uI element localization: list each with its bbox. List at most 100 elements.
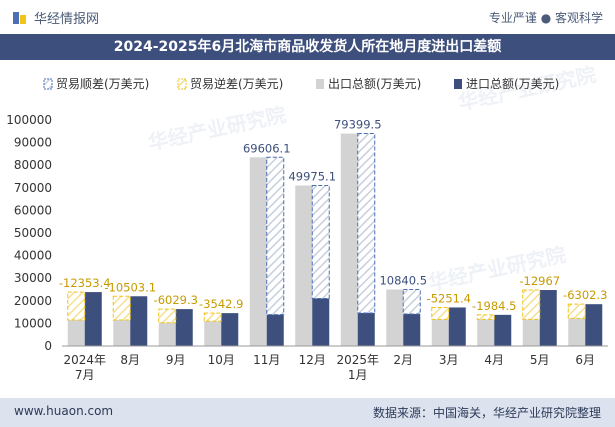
y-tick-label: 40000 xyxy=(14,249,52,263)
export-bar xyxy=(158,322,176,346)
data-label: -10503.1 xyxy=(104,280,156,294)
brand: 华经情报网 xyxy=(12,8,99,27)
y-tick-label: 0 xyxy=(44,339,52,353)
surplus-bar xyxy=(357,133,376,314)
x-tick-label: 4月 xyxy=(484,353,504,367)
x-axis: 2024年 7月 8月 9月 10月 11月 12月 2025年 1月 2月 3月 4月 5月 6月 xyxy=(62,345,608,382)
slogan: 专业严谨 ● 客观科学 xyxy=(489,9,603,26)
legend-label: 贸易逆差(万美元) xyxy=(190,76,283,91)
data-label: -12353.4 xyxy=(59,276,111,290)
data-label: 69606.1 xyxy=(243,141,291,155)
legend-label: 出口总额(万美元) xyxy=(328,77,421,91)
y-tick-label: 90000 xyxy=(14,136,52,150)
deficit-bar xyxy=(476,314,495,320)
surplus-bar xyxy=(311,185,330,299)
legend-swatch xyxy=(43,78,53,90)
legend-label: 进口总额(万美元) xyxy=(466,77,559,91)
deficit-bar xyxy=(431,306,450,320)
legend: 贸易顺差(万美元) 贸易逆差(万美元) 出口总额(万美元) 进口总额(万美元) xyxy=(43,76,559,91)
y-tick-label: 20000 xyxy=(14,294,52,308)
export-bar xyxy=(249,157,267,346)
export-bar xyxy=(522,319,540,346)
y-tick-label: 70000 xyxy=(14,181,52,195)
export-bar xyxy=(295,185,313,346)
chart-title: 2024-2025年6月北海市商品收发货人所在地月度进出口差额 xyxy=(0,34,615,60)
export-bar xyxy=(386,289,404,346)
import-bar xyxy=(130,296,148,346)
deficit-bar xyxy=(67,291,86,321)
footer: www.huaon.com 数据来源：中国海关，华经产业研究院整理 xyxy=(0,398,615,427)
export-bar xyxy=(477,319,495,346)
surplus-bar xyxy=(402,289,421,315)
import-bar xyxy=(312,298,330,346)
y-tick-label: 30000 xyxy=(14,271,52,285)
import-bar xyxy=(84,292,102,346)
data-label: -12967 xyxy=(519,274,560,288)
export-bar xyxy=(340,133,358,346)
deficit-bar xyxy=(203,312,222,322)
data-label: 10840.5 xyxy=(379,274,427,288)
export-bar xyxy=(204,321,222,346)
data-label: -6302.3 xyxy=(563,288,607,302)
x-tick-label: 2025年 1月 xyxy=(336,353,379,382)
import-bar xyxy=(357,313,375,346)
legend-item: 进口总额(万美元) xyxy=(454,77,559,91)
import-bar xyxy=(403,313,421,346)
data-label: 49975.1 xyxy=(288,170,336,184)
footer-source: 数据来源：中国海关，华经产业研究院整理 xyxy=(372,406,601,420)
x-tick-label: 5月 xyxy=(530,353,550,367)
import-bar xyxy=(266,314,284,346)
y-tick-label: 100000 xyxy=(6,113,52,127)
export-bar xyxy=(67,320,85,346)
x-tick-label: 10月 xyxy=(208,353,235,367)
deficit-bar xyxy=(112,295,131,321)
x-tick-label: 3月 xyxy=(439,353,459,367)
deficit-bar xyxy=(522,289,541,320)
legend-swatch xyxy=(316,79,324,89)
import-bar xyxy=(539,290,557,346)
y-tick-label: 50000 xyxy=(14,226,52,240)
import-bar xyxy=(585,304,603,346)
slogan-dot-icon: ● xyxy=(540,11,555,25)
x-tick-label: 12月 xyxy=(299,353,326,367)
huajing-logo-icon xyxy=(13,11,26,24)
import-bar xyxy=(175,309,193,346)
y-axis: 0 10000 20000 30000 40000 50000 60000 70000 8000… xyxy=(6,113,52,353)
x-tick-label: 8月 xyxy=(120,353,140,367)
x-tick-label: 2024年 7月 xyxy=(63,353,106,382)
y-tick-label: 80000 xyxy=(14,158,52,172)
y-tick-label: 60000 xyxy=(14,203,52,217)
data-label: -6029.3 xyxy=(154,293,198,307)
export-bar xyxy=(113,320,131,346)
export-bar xyxy=(431,319,449,346)
data-label: -3542.9 xyxy=(199,297,243,311)
slogan-right: 客观科学 xyxy=(554,11,603,25)
x-tick-label: 2月 xyxy=(393,353,413,367)
legend-item: 贸易顺差(万美元) xyxy=(43,77,149,91)
x-tick-label: 6月 xyxy=(575,353,595,367)
data-label: -1984.5 xyxy=(472,299,516,313)
bars: -12353.4-10503.1-6029.3 -3542.9 69606.1 499… xyxy=(59,118,607,346)
legend-item: 贸易逆差(万美元) xyxy=(177,76,283,91)
data-label: -5251.4 xyxy=(427,291,471,305)
legend-swatch xyxy=(177,78,187,90)
brand-name: 华经情报网 xyxy=(34,12,100,27)
y-tick-label: 10000 xyxy=(14,316,52,330)
deficit-bar xyxy=(158,308,177,324)
top-bar: 华经情报网 专业严谨 ● 客观科学 xyxy=(0,0,615,34)
x-tick-label: 11月 xyxy=(253,353,280,367)
legend-label: 贸易顺差(万美元) xyxy=(56,77,149,91)
slogan-left: 专业严谨 xyxy=(488,11,537,25)
surplus-bar xyxy=(266,156,285,316)
import-bar xyxy=(494,314,512,346)
deficit-bar xyxy=(567,303,586,319)
import-bar xyxy=(221,313,239,346)
footer-url[interactable]: www.huaon.com xyxy=(14,404,114,418)
legend-item: 出口总额(万美元) xyxy=(316,77,421,91)
x-tick-label: 9月 xyxy=(166,353,186,367)
export-bar xyxy=(568,318,586,346)
data-label: 79399.5 xyxy=(334,118,382,132)
import-bar xyxy=(448,307,466,346)
legend-swatch xyxy=(454,79,462,89)
